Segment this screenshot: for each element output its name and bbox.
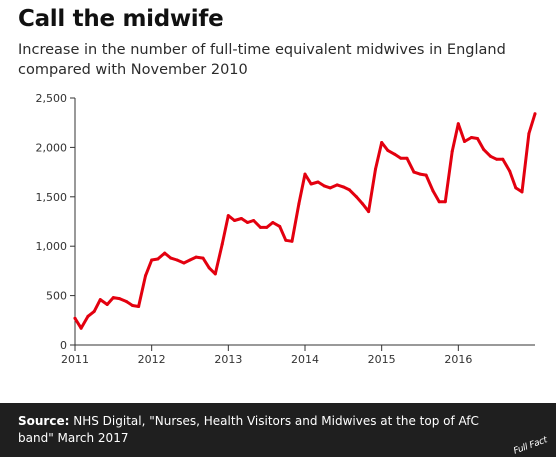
y-tick-label: 0 xyxy=(60,339,67,352)
data-point xyxy=(188,258,192,262)
source-label: Source: xyxy=(18,414,70,428)
y-tick-label: 500 xyxy=(46,290,67,303)
data-point xyxy=(297,202,301,206)
data-point xyxy=(482,147,486,151)
source-text: NHS Digital, "Nurses, Health Visitors an… xyxy=(18,414,479,445)
data-point xyxy=(290,239,294,243)
data-point xyxy=(213,272,217,276)
data-point xyxy=(335,183,339,187)
data-point xyxy=(79,326,83,330)
footer: Source: NHS Digital, "Nurses, Health Vis… xyxy=(0,403,556,457)
data-point xyxy=(501,157,505,161)
chart-subtitle: Increase in the number of full-time equi… xyxy=(18,42,506,78)
data-point xyxy=(86,314,90,318)
data-point xyxy=(156,257,160,261)
data-point xyxy=(418,172,422,176)
y-tick-label: 2,000 xyxy=(36,141,68,154)
x-tick-label: 2012 xyxy=(138,353,166,366)
data-point xyxy=(150,258,154,262)
data-point xyxy=(207,266,211,270)
data-point xyxy=(92,309,96,313)
data-point xyxy=(271,221,275,224)
data-point xyxy=(284,238,288,242)
y-axis: 0 500 1,000 1,500 2,000 2,500 xyxy=(36,92,76,352)
data-point xyxy=(348,188,351,192)
data-point xyxy=(233,219,236,222)
x-tick-label: 2014 xyxy=(291,353,319,366)
data-point xyxy=(252,219,256,222)
data-point xyxy=(118,297,121,301)
data-point xyxy=(374,167,377,171)
data-point xyxy=(393,152,397,156)
data-point xyxy=(201,256,205,260)
data-point xyxy=(361,202,364,206)
data-point xyxy=(98,298,102,302)
data-point xyxy=(226,214,230,218)
source-note: Source: NHS Digital, "Nurses, Health Vis… xyxy=(18,413,508,447)
data-point xyxy=(111,296,115,300)
x-tick-label: 2016 xyxy=(444,353,472,366)
data-point xyxy=(431,189,435,193)
data-point xyxy=(463,140,466,143)
y-tick-label: 2,500 xyxy=(36,92,68,105)
data-point xyxy=(259,225,262,229)
data-point xyxy=(354,195,358,199)
data-point xyxy=(169,256,173,260)
data-point xyxy=(450,149,454,153)
data-point xyxy=(137,305,141,308)
series-group xyxy=(73,112,537,330)
data-point xyxy=(278,224,282,228)
data-point xyxy=(527,132,531,136)
data-point xyxy=(246,221,249,224)
data-point xyxy=(386,148,390,152)
full-fact-logo[interactable]: Full Fact xyxy=(512,435,549,457)
data-point xyxy=(495,157,499,161)
data-point xyxy=(322,184,326,188)
data-point xyxy=(476,137,479,140)
data-point xyxy=(309,182,313,186)
data-point xyxy=(469,136,473,139)
data-point xyxy=(520,190,524,194)
data-point xyxy=(456,122,460,126)
data-point xyxy=(175,258,179,262)
data-point xyxy=(412,170,416,174)
data-point xyxy=(424,173,428,177)
data-point xyxy=(265,225,269,229)
x-tick-label: 2013 xyxy=(214,353,242,366)
data-point xyxy=(405,156,409,160)
data-point xyxy=(182,261,186,265)
data-point xyxy=(443,200,447,204)
data-point xyxy=(533,112,537,116)
y-tick-label: 1,500 xyxy=(36,191,68,204)
chart-title: Call the midwife xyxy=(18,6,224,32)
data-point xyxy=(73,316,77,320)
data-point xyxy=(144,274,147,278)
y-tick-label: 1,000 xyxy=(36,240,68,253)
data-point xyxy=(399,156,403,160)
data-point xyxy=(131,304,134,307)
data-point xyxy=(328,186,332,190)
data-point xyxy=(380,141,384,144)
data-point xyxy=(489,154,492,158)
data-point xyxy=(220,242,224,246)
data-point xyxy=(367,210,371,214)
series-line xyxy=(73,112,537,330)
x-tick-label: 2011 xyxy=(61,353,89,366)
data-point xyxy=(239,217,243,220)
data-point xyxy=(437,200,441,204)
data-point xyxy=(303,172,307,176)
data-point xyxy=(194,255,198,259)
data-point xyxy=(124,300,128,303)
x-axis: 2011 2012 2013 2014 2015 2016 xyxy=(61,344,535,366)
data-point xyxy=(163,251,167,255)
x-tick-label: 2015 xyxy=(368,353,396,366)
data-point xyxy=(514,186,518,190)
data-point xyxy=(341,185,345,189)
data-point xyxy=(316,180,320,184)
data-point xyxy=(508,169,512,173)
data-point xyxy=(105,303,109,306)
